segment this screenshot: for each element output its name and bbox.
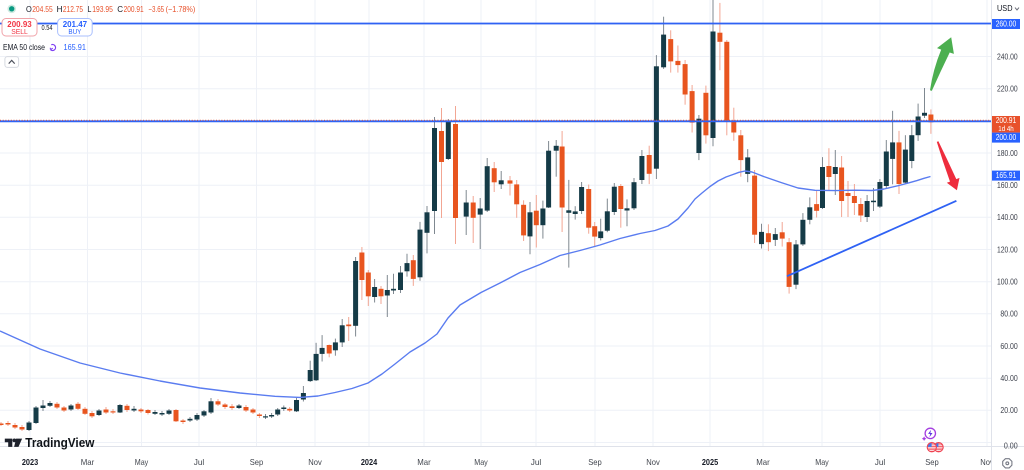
svg-text:SELL: SELL <box>11 29 28 36</box>
svg-text:40.00: 40.00 <box>1000 374 1018 383</box>
svg-text:1d 4h: 1d 4h <box>998 124 1014 133</box>
svg-text:−3.65: −3.65 <box>148 5 164 14</box>
svg-text:60.00: 60.00 <box>1000 342 1018 351</box>
svg-text:Jul: Jul <box>531 458 542 467</box>
svg-text:200.91: 200.91 <box>996 116 1017 125</box>
svg-text:201.47: 201.47 <box>63 20 88 29</box>
svg-text:165.91: 165.91 <box>64 43 87 52</box>
svg-text:O: O <box>26 5 32 14</box>
svg-text:BUY: BUY <box>68 29 81 36</box>
svg-text:Nov: Nov <box>980 458 994 467</box>
svg-text:Nov: Nov <box>308 458 322 467</box>
svg-text:180.00: 180.00 <box>997 149 1018 158</box>
svg-text:0.54: 0.54 <box>42 23 53 32</box>
svg-text:200.00: 200.00 <box>996 133 1017 142</box>
svg-text:20.00: 20.00 <box>1000 406 1018 415</box>
svg-text:Sep: Sep <box>250 458 264 467</box>
svg-text:(−1.78%): (−1.78%) <box>166 5 196 14</box>
svg-text:EMA 50 close: EMA 50 close <box>3 43 45 52</box>
svg-text:Mar: Mar <box>81 458 95 467</box>
svg-text:May: May <box>815 458 829 467</box>
svg-text:Mar: Mar <box>417 458 431 467</box>
svg-text:2025: 2025 <box>702 458 719 467</box>
svg-text:Mar: Mar <box>756 458 770 467</box>
svg-text:140.00: 140.00 <box>997 213 1018 222</box>
svg-text:160.00: 160.00 <box>997 181 1018 190</box>
svg-text:L: L <box>88 5 92 14</box>
svg-text:Jul: Jul <box>875 458 886 467</box>
svg-text:220.00: 220.00 <box>997 85 1018 94</box>
svg-text:260.00: 260.00 <box>996 20 1017 29</box>
svg-text:H: H <box>57 5 63 14</box>
svg-text:May: May <box>135 458 149 467</box>
svg-text:USD: USD <box>997 4 1013 13</box>
svg-text:May: May <box>474 458 488 467</box>
svg-text:2024: 2024 <box>361 458 378 467</box>
svg-text:200.93: 200.93 <box>7 20 32 29</box>
svg-text:80.00: 80.00 <box>1000 310 1018 319</box>
svg-text:212.75: 212.75 <box>63 5 83 14</box>
svg-text:193.95: 193.95 <box>92 5 113 14</box>
svg-text:204.55: 204.55 <box>32 5 53 14</box>
svg-text:Sep: Sep <box>588 458 602 467</box>
svg-text:C: C <box>117 5 123 14</box>
svg-text:0.00: 0.00 <box>1004 441 1018 450</box>
svg-text:120.00: 120.00 <box>997 245 1018 254</box>
svg-text:200.91: 200.91 <box>124 5 144 14</box>
svg-text:Sep: Sep <box>925 458 939 467</box>
svg-text:2023: 2023 <box>22 458 39 467</box>
svg-text:100.00: 100.00 <box>997 278 1018 287</box>
svg-text:165.91: 165.91 <box>996 171 1017 180</box>
svg-text:Jul: Jul <box>194 458 205 467</box>
svg-text:Nov: Nov <box>646 458 660 467</box>
svg-text:TradingView: TradingView <box>25 436 94 450</box>
svg-text:240.00: 240.00 <box>997 52 1018 61</box>
